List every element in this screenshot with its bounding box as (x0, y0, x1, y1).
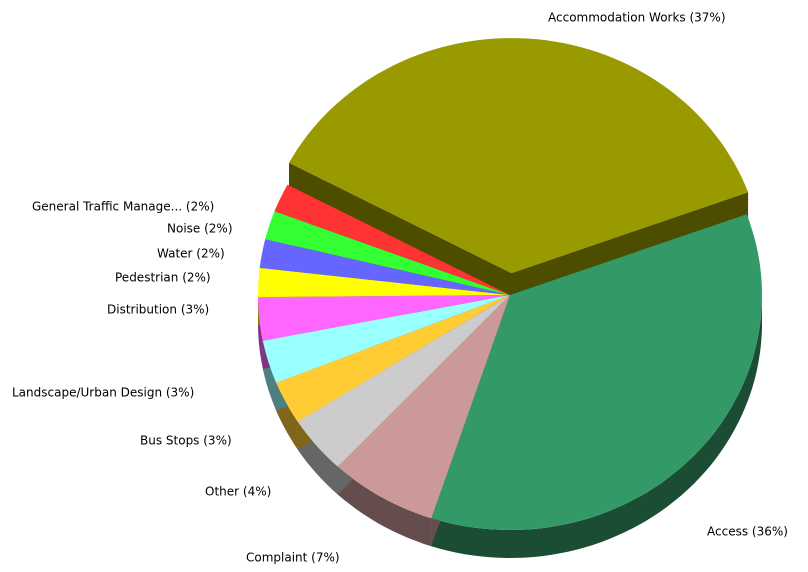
slice-label: Bus Stops (3%) (140, 434, 232, 448)
slice-side (511, 192, 749, 302)
slice-side (431, 295, 762, 558)
slice (258, 295, 510, 341)
slice (274, 184, 510, 295)
slice-label: Accommodation Works (37%) (548, 11, 726, 25)
slice (262, 295, 510, 383)
slice (276, 295, 510, 422)
slice (259, 239, 510, 295)
slice (258, 267, 510, 298)
slice-label: Landscape/Urban Design (3%) (12, 386, 194, 400)
slice-label: Noise (2%) (167, 222, 233, 236)
slice-label: Distribution (3%) (107, 303, 209, 317)
slice-label: Complaint (7%) (246, 551, 340, 565)
slice-label: Access (36%) (707, 525, 788, 539)
slice (297, 295, 510, 467)
slice-label: Water (2%) (157, 247, 225, 261)
slice-label: Other (4%) (205, 485, 271, 499)
slice (289, 38, 749, 274)
slice-side (289, 162, 512, 302)
slice (431, 214, 762, 530)
slice-label: Pedestrian (2%) (115, 271, 211, 285)
slice (265, 211, 510, 295)
slice-label: General Traffic Manage... (2%) (32, 200, 214, 214)
slice-side (337, 466, 432, 547)
slice (337, 295, 510, 519)
slice-side (258, 297, 263, 369)
